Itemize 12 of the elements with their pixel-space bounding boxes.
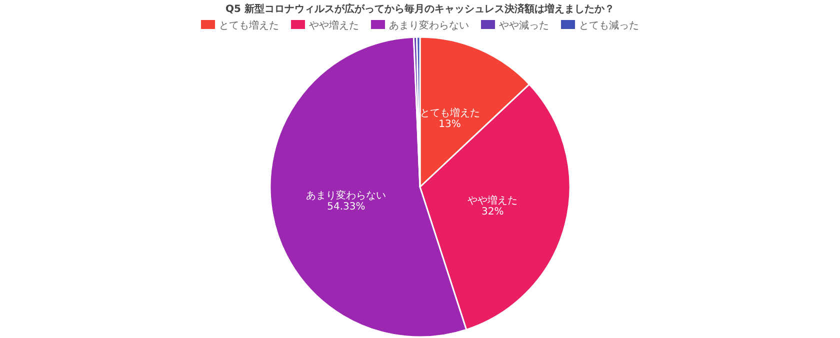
- chart-title: Q5 新型コロナウィルスが広がってから毎月のキャッシュレス決済額は増えましたか？: [226, 3, 614, 15]
- legend-label: とても増えた: [219, 20, 279, 32]
- slice-label: やや増えた: [468, 194, 518, 207]
- legend-label: とても減った: [579, 20, 639, 32]
- legend-label: やや増えた: [309, 20, 359, 32]
- data-label: 32%: [482, 206, 504, 218]
- data-label: 54.33%: [327, 201, 366, 212]
- slice-label: あまり変わらない: [306, 189, 386, 202]
- legend-label: やや減った: [499, 20, 549, 32]
- slice-label: とても増えた: [420, 107, 480, 120]
- data-label: 13%: [438, 119, 461, 130]
- legend-label: あまり変わらない: [389, 20, 469, 32]
